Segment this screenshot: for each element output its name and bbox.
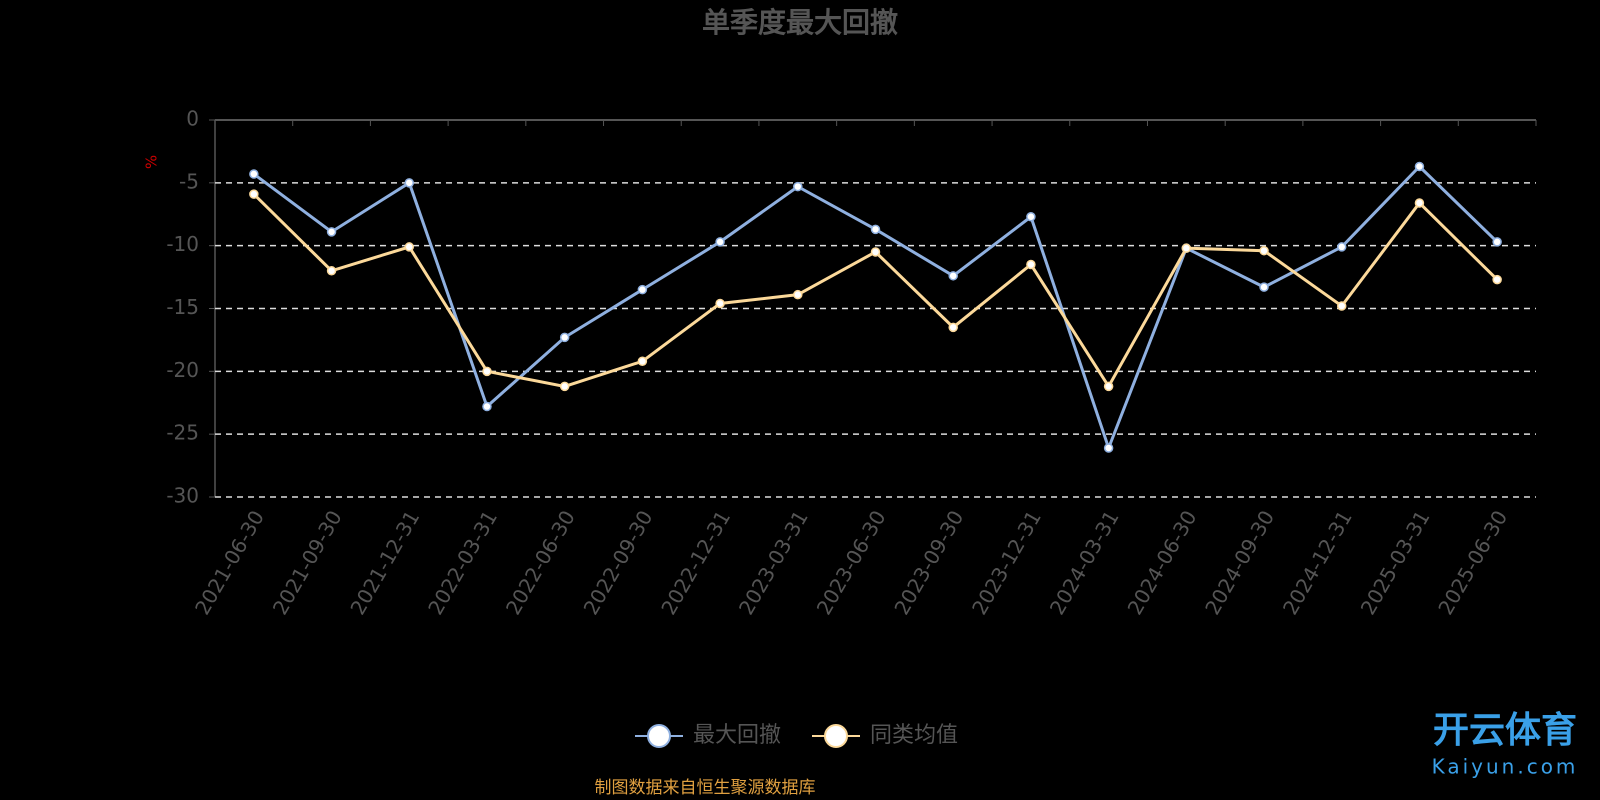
- data-point: [637, 284, 648, 295]
- data-point: [793, 181, 803, 192]
- watermark-url: Kaiyun.com: [1432, 755, 1579, 779]
- data-point: [482, 366, 492, 377]
- data-point: [559, 381, 570, 392]
- data-point: [404, 242, 415, 252]
- legend-marker: [647, 724, 671, 748]
- data-point: [1103, 381, 1114, 392]
- y-tick-label: -20: [166, 358, 199, 382]
- data-point: [249, 189, 259, 199]
- y-tick-label: -15: [166, 295, 199, 319]
- data-point: [482, 401, 492, 412]
- legend-label: 最大回撤: [693, 723, 781, 748]
- data-point: [1259, 245, 1269, 256]
- legend-marker: [824, 724, 848, 748]
- data-point: [1492, 237, 1502, 247]
- legend-label: 同类均值: [870, 723, 958, 748]
- data-point: [1414, 198, 1425, 208]
- data-point: [948, 271, 958, 281]
- data-point: [1181, 243, 1192, 253]
- y-tick-label: -10: [166, 232, 199, 256]
- data-point: [1336, 242, 1347, 252]
- data-point: [404, 178, 415, 188]
- y-tick-label: 0: [186, 107, 199, 131]
- data-point: [715, 298, 725, 309]
- watermark-name: 开云体育: [1433, 710, 1577, 751]
- data-point: [948, 322, 958, 333]
- data-point: [559, 332, 570, 343]
- data-point: [715, 237, 725, 247]
- data-point: [1414, 161, 1425, 172]
- data-point: [637, 356, 648, 367]
- source-note: 制图数据来自恒生聚源数据库: [595, 778, 816, 798]
- data-point: [1336, 301, 1347, 311]
- data-point: [249, 169, 259, 179]
- data-point: [870, 224, 881, 235]
- y-tick-label: -30: [166, 484, 199, 508]
- y-axis-label: %: [143, 155, 161, 169]
- data-point: [1259, 282, 1269, 292]
- data-point: [326, 266, 337, 276]
- data-point: [1026, 212, 1036, 222]
- data-point: [1026, 259, 1036, 270]
- data-point: [326, 227, 337, 237]
- data-point: [870, 247, 881, 257]
- data-point: [793, 289, 803, 300]
- data-point: [1103, 443, 1114, 453]
- y-tick-label: -25: [166, 421, 199, 445]
- chart-title: 单季度最大回撤: [702, 6, 898, 39]
- y-tick-label: -5: [179, 169, 199, 193]
- data-point: [1492, 274, 1502, 285]
